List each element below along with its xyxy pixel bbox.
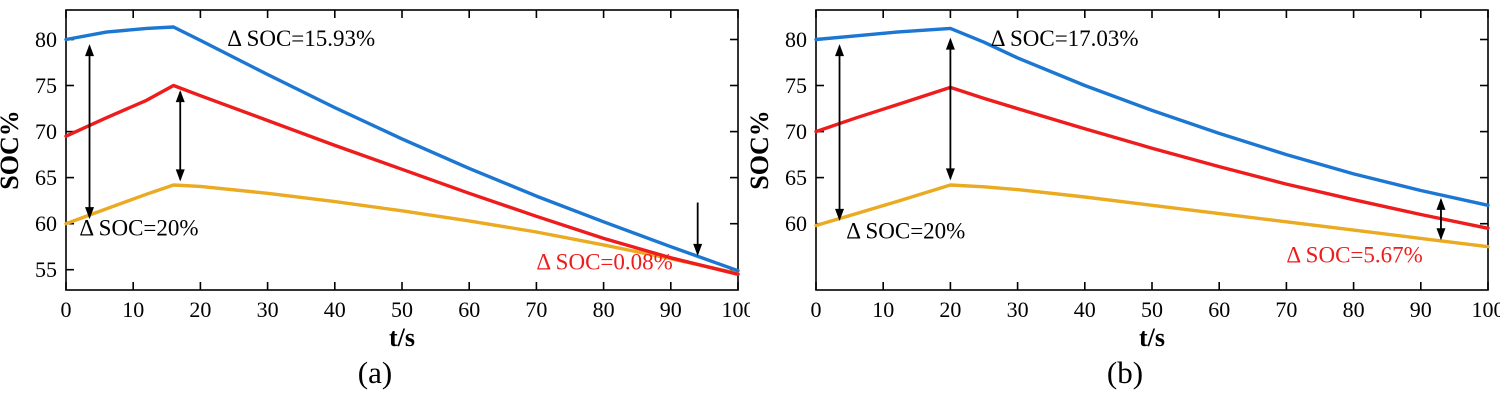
arrowhead-up-icon <box>1436 197 1446 210</box>
arrowhead-up-icon <box>85 44 95 57</box>
x-tick-label: 60 <box>1208 297 1230 322</box>
x-tick-label: 80 <box>1343 297 1365 322</box>
arrowhead-up-icon <box>175 90 185 103</box>
y-tick-label: 70 <box>785 119 807 144</box>
delta-arrow <box>693 202 703 256</box>
delta-arrow <box>85 44 95 220</box>
y-tick-label: 80 <box>785 27 807 52</box>
arrowhead-up-icon <box>945 37 955 50</box>
chart-b-caption: (b) <box>1106 355 1144 390</box>
y-tick-label: 65 <box>785 165 807 190</box>
y-tick-label: 60 <box>35 211 57 236</box>
x-tick-label: 0 <box>811 297 822 322</box>
y-axis-label: SOC% <box>750 110 774 189</box>
delta-soc-annotation: Δ SOC=5.67% <box>1286 242 1422 267</box>
y-tick-label: 80 <box>35 27 57 52</box>
delta-soc-annotation: Δ SOC=20% <box>846 218 965 243</box>
series-red-line <box>814 85 1490 231</box>
arrowhead-down-icon <box>175 169 185 182</box>
arrowhead-down-icon <box>1436 228 1446 241</box>
x-tick-label: 90 <box>660 297 682 322</box>
x-tick-label: 10 <box>872 297 894 322</box>
y-tick-label: 55 <box>35 257 57 282</box>
x-tick-label: 100 <box>722 297 751 322</box>
y-tick-label: 60 <box>785 211 807 236</box>
x-axis-label: t/s <box>389 323 415 352</box>
delta-soc-annotation: Δ SOC=17.03% <box>991 26 1139 51</box>
y-axis-label: SOC% <box>0 110 24 189</box>
x-tick-label: 50 <box>1141 297 1163 322</box>
delta-soc-annotation: Δ SOC=20% <box>79 216 198 241</box>
x-tick-label: 90 <box>1410 297 1432 322</box>
x-tick-label: 70 <box>1275 297 1297 322</box>
x-tick-label: 30 <box>257 297 279 322</box>
delta-soc-annotation: Δ SOC=0.08% <box>536 250 672 275</box>
arrowhead-down-icon <box>693 243 703 256</box>
chart-b-plot: 0 10 20 30 40 50 60 70 80 90 100 60 65 70 75 80 Δ SOC=17… <box>750 9 1501 352</box>
series-yellow-line <box>814 183 1490 249</box>
x-tick-label: 20 <box>939 297 961 322</box>
x-axis-label: t/s <box>1139 323 1165 352</box>
x-tick-label: 30 <box>1007 297 1029 322</box>
delta-arrow <box>175 90 185 182</box>
delta-arrow <box>1436 197 1446 241</box>
x-tick-label: 70 <box>525 297 547 322</box>
delta-arrow <box>945 37 955 181</box>
x-tick-label: 40 <box>1074 297 1096 322</box>
x-tick-label: 0 <box>61 297 72 322</box>
series-blue-line <box>814 26 1490 208</box>
x-tick-label: 20 <box>189 297 211 322</box>
arrowhead-down-icon <box>835 208 845 221</box>
delta-arrow <box>835 44 845 221</box>
y-tick-label: 75 <box>35 73 57 98</box>
y-tick-label: 75 <box>785 73 807 98</box>
chart-b: 0 10 20 30 40 50 60 70 80 90 100 60 65 70 75 80 Δ SOC=17… <box>750 0 1500 391</box>
y-tick-label: 70 <box>35 119 57 144</box>
x-tick-label: 10 <box>122 297 144 322</box>
delta-soc-annotation: Δ SOC=15.93% <box>227 26 375 51</box>
series-yellow-line <box>64 183 740 276</box>
x-tick-label: 100 <box>1472 297 1501 322</box>
series-red-line <box>64 83 740 276</box>
chart-a-plot: 0 10 20 30 40 50 60 70 80 90 100 55 60 65 70 75 80 Δ SOC=… <box>0 9 751 352</box>
x-tick-label: 80 <box>593 297 615 322</box>
series-blue-line <box>64 25 740 273</box>
arrowhead-down-icon <box>945 168 955 181</box>
arrowhead-up-icon <box>835 44 845 57</box>
x-tick-label: 40 <box>324 297 346 322</box>
arrowhead-down-icon <box>85 207 95 220</box>
y-tick-label: 65 <box>35 165 57 190</box>
chart-a: 0 10 20 30 40 50 60 70 80 90 100 55 60 65 70 75 80 Δ SOC=… <box>0 0 750 391</box>
x-tick-label: 60 <box>458 297 480 322</box>
chart-a-caption: (a) <box>357 355 393 390</box>
x-tick-label: 50 <box>391 297 413 322</box>
